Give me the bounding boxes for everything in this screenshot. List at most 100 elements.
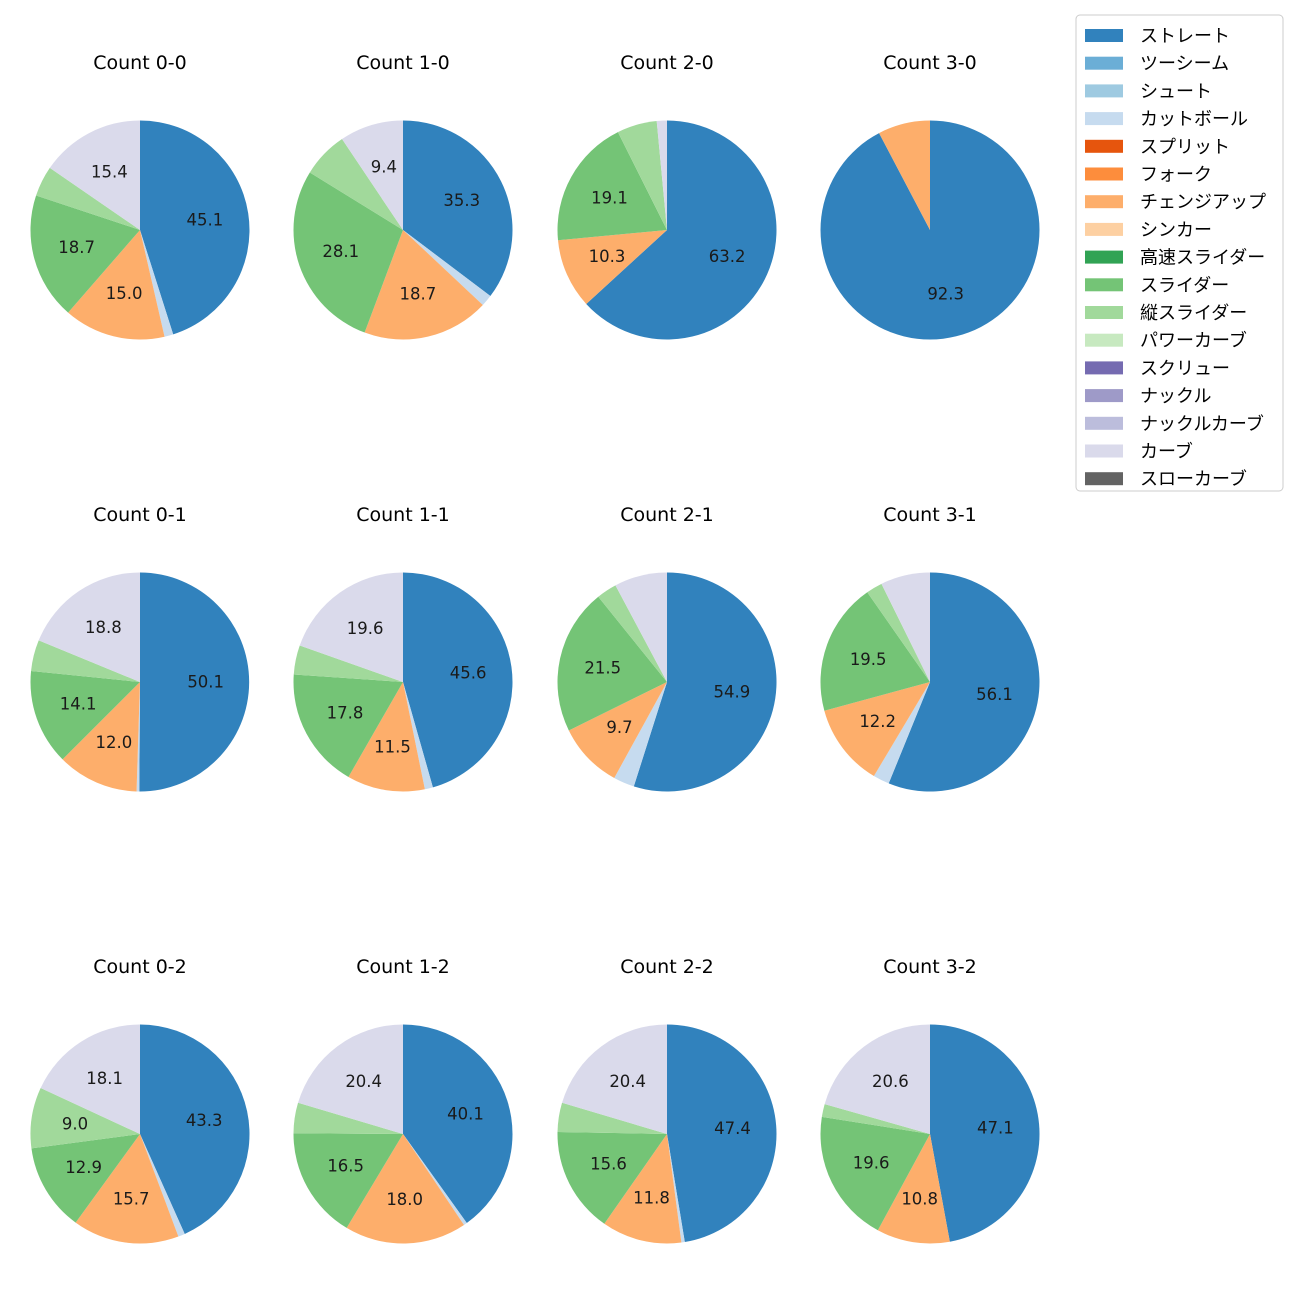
legend-label: ナックル (1140, 386, 1211, 407)
legend-swatch (1085, 250, 1123, 264)
pie-title: Count 1-1 (356, 504, 450, 526)
pie-slice (557, 132, 667, 241)
pie-11: Count 2-2 47.4 11.8 15.6 20.4 (557, 956, 777, 1244)
pie-slice (568, 682, 667, 778)
pie-slice (586, 120, 777, 340)
pie-slice (930, 1024, 1040, 1242)
legend-swatch (1085, 444, 1123, 458)
legend-swatch (1085, 222, 1123, 236)
pie-title: Count 2-0 (620, 52, 714, 74)
pie-slice (881, 572, 930, 682)
pie-slice (346, 1134, 464, 1244)
pie-slice (873, 682, 930, 784)
pie-slice (614, 682, 667, 787)
pie-5: Count 0-1 50.1 12.0 14.1 18.8 (30, 504, 250, 792)
pie-slice (30, 1088, 141, 1149)
legend-frame (1075, 14, 1284, 492)
slice-label: 63.2 (709, 247, 746, 266)
legend-label: フォーク (1140, 165, 1212, 186)
pie-1: Count 0-0 45.1 15.0 18.7 15.4 (30, 52, 250, 340)
legend-swatch (1085, 112, 1123, 126)
pie-title: Count 1-2 (356, 956, 450, 978)
slice-label: 12.0 (96, 733, 133, 752)
pie-slice (557, 1131, 667, 1224)
pie-title: Count 1-0 (356, 52, 450, 74)
pie-slice (557, 596, 667, 731)
pie-slice (403, 1024, 513, 1223)
pie-slice (68, 230, 165, 340)
pie-slice (598, 585, 667, 682)
pie-title: Count 3-0 (883, 52, 977, 74)
pie-slice (293, 172, 403, 333)
pie-6: Count 1-1 45.6 11.5 17.8 19.6 (293, 504, 513, 792)
legend: ストレートツーシームシュートカットボールスプリットフォークチェンジアップシンカー… (1075, 14, 1284, 492)
legend-swatch (1085, 333, 1123, 347)
slice-label: 14.1 (60, 695, 97, 714)
legend-swatch (1085, 278, 1123, 292)
slice-label: 19.6 (347, 619, 384, 638)
legend-label: ナックルカーブ (1140, 413, 1264, 435)
pie-9: Count 0-2 43.3 15.7 12.9 9.0 18.1 (30, 956, 250, 1244)
pie-slice (867, 583, 930, 682)
slice-label: 18.7 (58, 238, 95, 257)
slice-label: 16.5 (327, 1157, 364, 1176)
pie-slice (299, 572, 403, 682)
slice-label: 15.4 (91, 162, 128, 181)
pie-slice (140, 120, 250, 335)
legend-label: スライダー (1140, 275, 1229, 296)
slice-label: 19.6 (853, 1154, 890, 1173)
legend-label: ツーシーム (1140, 54, 1229, 75)
slice-label: 20.6 (872, 1072, 909, 1091)
pie-slice (140, 230, 174, 337)
pie-title: Count 0-1 (93, 504, 187, 526)
pie-slice (667, 1134, 685, 1243)
pie-slice (403, 120, 513, 297)
pie-3: Count 2-0 63.2 10.3 19.1 (557, 52, 777, 340)
slice-label: 17.8 (327, 703, 364, 722)
legend-label: スクリュー (1140, 358, 1230, 379)
legend-swatch (1085, 306, 1123, 319)
slice-label: 19.1 (591, 189, 628, 208)
pie-title: Count 2-2 (620, 956, 714, 978)
slice-label: 54.9 (714, 683, 751, 702)
legend-label: カーブ (1140, 441, 1193, 463)
legend-label: シュート (1140, 81, 1212, 102)
slice-label: 9.7 (606, 718, 632, 737)
legend-label: パワーカーブ (1140, 330, 1247, 352)
pie-slice (888, 572, 1040, 792)
slice-label: 43.3 (186, 1111, 223, 1130)
pie-slice (615, 572, 667, 682)
legend-label: シンカー (1140, 220, 1212, 241)
legend-label: チェンジアップ (1140, 192, 1266, 213)
pie-slice (403, 1134, 467, 1225)
pie-slice (36, 167, 140, 230)
pie-slice (820, 120, 1040, 340)
legend-label: カットボール (1140, 109, 1248, 130)
slice-label: 21.5 (584, 658, 621, 677)
slice-label: 19.5 (850, 650, 887, 669)
slice-label: 9.0 (62, 1115, 88, 1134)
pie-slice (562, 1024, 667, 1134)
pie-slice (140, 1134, 185, 1237)
pie-slice (293, 1102, 403, 1134)
slice-label: 15.7 (113, 1190, 150, 1209)
legend-label: スローカーブ (1140, 468, 1247, 490)
pie-slice (364, 230, 483, 340)
slice-label: 56.1 (976, 685, 1013, 704)
pie-slice (656, 120, 667, 230)
slice-label: 10.8 (901, 1189, 938, 1208)
pie-title: Count 0-2 (93, 956, 187, 978)
pie-8: Count 3-1 56.1 12.2 19.5 (820, 504, 1040, 792)
slice-label: 47.4 (714, 1119, 751, 1138)
pie-slice (348, 682, 425, 792)
slice-label: 15.6 (590, 1154, 627, 1173)
slice-label: 40.1 (447, 1104, 484, 1123)
pie-12: Count 3-2 47.1 10.8 19.6 20.6 (820, 956, 1040, 1244)
pie-slice (557, 230, 667, 304)
pie-slice (49, 120, 140, 230)
pie-slice (820, 592, 930, 711)
pie-10: Count 1-2 40.1 18.0 16.5 20.4 (293, 956, 513, 1244)
pie-slice (824, 1024, 930, 1134)
slice-label: 20.4 (609, 1072, 646, 1091)
